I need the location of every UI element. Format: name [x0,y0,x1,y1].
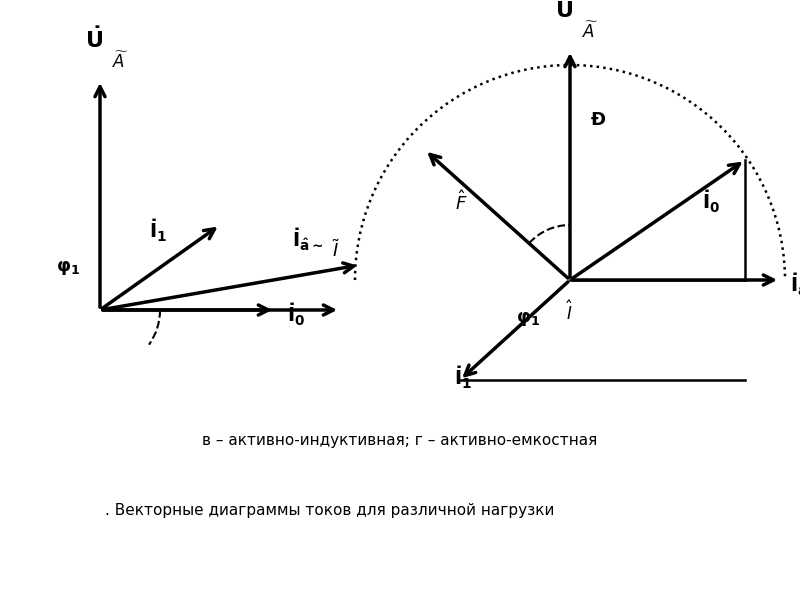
Text: $\mathbf{\dot{I}_0}$: $\mathbf{\dot{I}_0}$ [702,189,720,215]
Text: $\mathbf{\dot{U}}$: $\mathbf{\dot{U}}$ [555,0,573,22]
Text: $\mathbf{\dot{I}_1}$: $\mathbf{\dot{I}_1}$ [454,365,472,391]
Text: $\mathbf{\dot{I}_{\hat{a}\sim}}$: $\mathbf{\dot{I}_{\hat{a}\sim}}$ [790,272,800,298]
Text: . Векторные диаграммы токов для различной нагрузки: . Векторные диаграммы токов для различно… [106,503,554,517]
Text: $\mathbf{\DH}$: $\mathbf{\DH}$ [590,111,606,129]
Text: $\mathbf{\dot{I}_1}$: $\mathbf{\dot{I}_1}$ [149,218,167,244]
Text: $\tilde{I}$: $\tilde{I}$ [332,239,340,261]
Text: $\mathbf{\dot{U}}$: $\mathbf{\dot{U}}$ [85,26,103,52]
Text: $\widetilde{A}$: $\widetilde{A}$ [112,51,128,72]
Text: $\mathbf{\dot{I}_0}$: $\mathbf{\dot{I}_0}$ [287,302,305,328]
Text: $\mathbf{\varphi_1}$: $\mathbf{\varphi_1}$ [516,310,540,328]
Text: $\hat{F}$: $\hat{F}$ [455,190,468,214]
Text: $\mathbf{\dot{I}_{\hat{a}\sim}}$: $\mathbf{\dot{I}_{\hat{a}\sim}}$ [292,226,323,253]
Text: $\hat{I}$: $\hat{I}$ [566,300,574,323]
Text: $\mathbf{\varphi_1}$: $\mathbf{\varphi_1}$ [56,259,80,277]
Text: $\widetilde{A}$: $\widetilde{A}$ [582,21,598,42]
Text: в – активно-индуктивная; г – активно-емкостная: в – активно-индуктивная; г – активно-емк… [202,433,598,448]
